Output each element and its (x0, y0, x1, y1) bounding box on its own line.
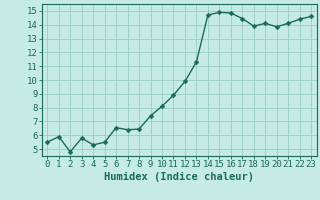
X-axis label: Humidex (Indice chaleur): Humidex (Indice chaleur) (104, 172, 254, 182)
